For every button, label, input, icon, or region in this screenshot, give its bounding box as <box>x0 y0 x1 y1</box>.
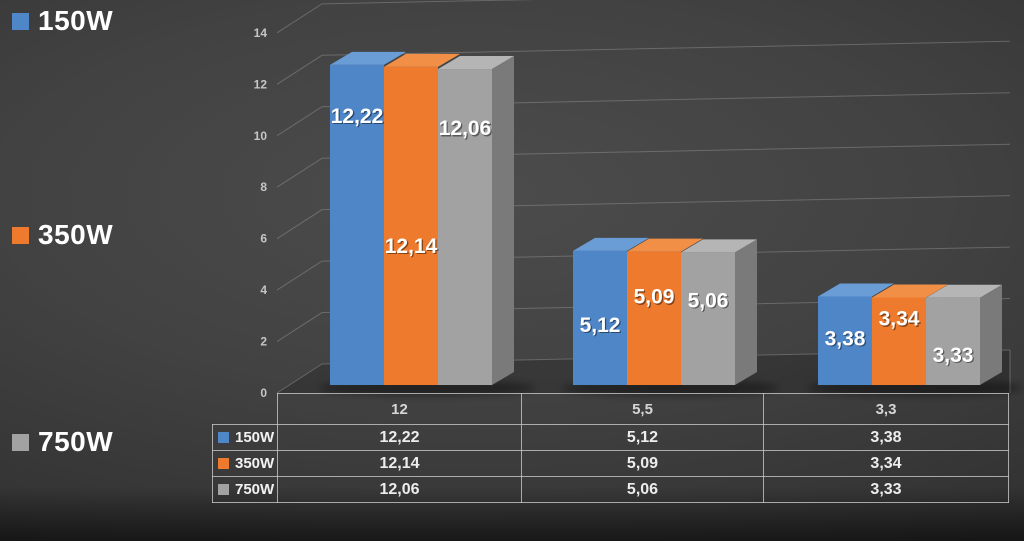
bar-value-label: 3,34 <box>879 307 920 330</box>
category-label: 12 <box>277 393 522 425</box>
table-cell: 12,14 <box>277 450 522 477</box>
bar-top-150W <box>330 51 406 65</box>
y-axis-tick-label: 0 <box>260 386 267 400</box>
bar-top-150W <box>818 283 894 297</box>
category-label: 3,3 <box>763 393 1009 425</box>
bar-top-350W <box>627 238 703 252</box>
chart-data-table: 12 5,5 3,3 150W 12,22 5,12 3,38 350W 1 <box>212 393 1009 503</box>
bar-value-label: 12,14 <box>385 235 438 258</box>
bar-top-750W <box>681 239 757 253</box>
table-corner-cell <box>213 394 278 425</box>
bar-value-label: 5,09 <box>634 286 675 309</box>
bar-value-label-shadow: 3,38 <box>826 329 867 352</box>
bar-750W-5,5 <box>681 252 735 385</box>
bar-350W-5,5 <box>627 251 681 385</box>
series-key-label: 350W <box>235 455 275 472</box>
y-axis-tick-label: 2 <box>260 335 267 349</box>
table-cell: 3,33 <box>763 476 1009 503</box>
legend-swatch-150w-icon <box>12 12 29 30</box>
bar-top-750W <box>438 56 514 70</box>
bar-750W-12 <box>438 69 492 385</box>
gridline <box>276 195 1011 240</box>
gridline <box>276 143 1011 188</box>
table-cell: 5,12 <box>521 424 764 451</box>
series-key-750w-icon <box>218 484 229 495</box>
legend-label-750w: 750W <box>38 426 114 457</box>
legend-label-350w: 350W <box>38 219 114 250</box>
bar-value-label-shadow: 12,06 <box>440 118 493 141</box>
category-label: 5,5 <box>521 393 764 425</box>
table-series-key-cell: 750W <box>212 476 278 503</box>
bar-value-label: 5,12 <box>580 314 621 337</box>
table-row-350w: 350W 12,14 5,09 3,34 <box>212 450 1009 477</box>
table-series-key-cell: 150W <box>212 424 278 451</box>
bar-top-750W <box>926 284 1002 298</box>
bar-value-label: 3,33 <box>933 344 974 367</box>
y-axis-tick-label: 10 <box>254 129 268 143</box>
bar-value-label: 5,06 <box>688 289 729 312</box>
bar-value-label-shadow: 3,34 <box>880 309 921 332</box>
bar-group-5,5: 5,125,125,095,09 5,065,06 <box>562 237 778 396</box>
series-key-label: 150W <box>235 429 275 446</box>
table-cell: 3,38 <box>763 424 1009 451</box>
bar-group-3,3: 3,383,383,343,343,333,33 <box>807 283 1023 396</box>
table-cell: 12,06 <box>277 476 522 503</box>
legend-item-350w: 350W <box>12 219 113 251</box>
bar-750W-3,3 <box>926 297 980 385</box>
bar-top-350W <box>384 53 460 67</box>
table-cell: 5,09 <box>521 450 764 477</box>
bar-value-label-shadow: 12,22 <box>332 106 385 129</box>
y-axis-tick-label: 12 <box>254 77 268 91</box>
table-row-750w: 750W 12,06 5,06 3,33 <box>212 476 1009 503</box>
table-cell: 5,06 <box>521 476 764 503</box>
bar-top-150W <box>573 237 649 251</box>
category-row: 12 5,5 3,3 <box>213 393 1009 425</box>
gridline <box>276 0 536 34</box>
bar-value-label-shadow: 5,12 <box>581 315 622 338</box>
series-key-350w-icon <box>218 458 229 469</box>
gridline <box>276 92 1011 137</box>
bar-side-750W <box>492 56 514 385</box>
bar-top-350W <box>872 284 948 298</box>
bar-350W-3,3 <box>872 297 926 385</box>
bar-value-label-shadow: 5,06 <box>689 291 730 314</box>
bar-150W-5,5 <box>573 250 627 385</box>
bar-150W-3,3 <box>818 296 872 385</box>
gridline <box>276 40 1011 85</box>
legend-swatch-750w-icon <box>12 433 29 451</box>
legend-label-150w: 150W <box>38 5 114 36</box>
table-cell: 12,22 <box>277 424 522 451</box>
gridline <box>276 298 1011 342</box>
gridline <box>276 349 1011 394</box>
bar-side-750W <box>735 239 757 385</box>
series-key-label: 750W <box>235 481 275 498</box>
bar-value-label-shadow: 3,33 <box>934 345 975 368</box>
bar-value-label: 3,38 <box>825 327 866 350</box>
bar-value-label: 12,22 <box>331 105 384 128</box>
bar-side-750W <box>980 284 1002 385</box>
y-axis-tick-label: 14 <box>254 26 268 40</box>
legend-item-750w: 750W <box>12 426 113 458</box>
y-axis-tick-label: 6 <box>260 232 267 246</box>
legend-swatch-350w-icon <box>12 226 29 244</box>
legend-item-150w: 150W <box>12 5 113 37</box>
table-row-150w: 150W 12,22 5,12 3,38 <box>212 424 1009 451</box>
series-key-150w-icon <box>218 432 229 443</box>
gridline <box>276 246 1011 291</box>
bar-350W-12 <box>384 66 438 385</box>
table-cell: 3,34 <box>763 450 1009 477</box>
y-axis-tick-label: 8 <box>260 180 267 194</box>
bar-value-label-shadow: 12,14 <box>386 236 439 259</box>
y-axis-tick-label: 4 <box>260 283 267 297</box>
table-series-key-cell: 350W <box>212 450 278 477</box>
bar-150W-12 <box>330 64 384 385</box>
bar-value-label-shadow: 5,09 <box>635 287 676 310</box>
bar-value-label: 12,06 <box>439 117 492 140</box>
chart-legend: 150W 350W 750W <box>0 0 200 541</box>
